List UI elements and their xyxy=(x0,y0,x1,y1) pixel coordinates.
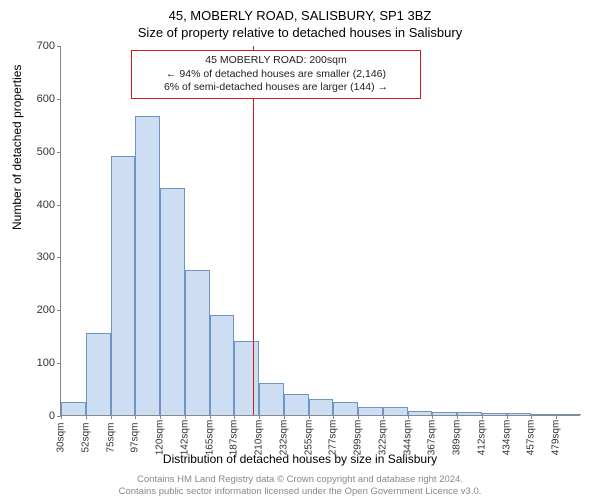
x-tick-label: 187sqm xyxy=(229,420,240,456)
x-tick-mark xyxy=(333,415,334,419)
x-tick-mark xyxy=(185,415,186,419)
x-tick-mark xyxy=(111,415,112,419)
x-tick-label: 52sqm xyxy=(80,422,91,452)
footer-attribution: Contains HM Land Registry data © Crown c… xyxy=(0,474,600,498)
histogram-bar xyxy=(61,402,86,415)
x-tick-label: 120sqm xyxy=(155,420,166,456)
property-marker-line xyxy=(253,46,254,415)
histogram-bar xyxy=(185,270,210,415)
x-tick-label: 255sqm xyxy=(303,420,314,456)
x-tick-mark xyxy=(531,415,532,419)
histogram-bar xyxy=(507,413,532,415)
x-tick-mark xyxy=(86,415,87,419)
x-tick-mark xyxy=(383,415,384,419)
y-tick-mark xyxy=(57,205,61,206)
y-tick-label: 600 xyxy=(21,93,55,105)
x-tick-mark xyxy=(234,415,235,419)
annotation-line3: 6% of semi-detached houses are larger (1… xyxy=(138,81,414,95)
y-tick-label: 500 xyxy=(21,146,55,158)
x-tick-label: 367sqm xyxy=(427,420,438,456)
x-tick-mark xyxy=(457,415,458,419)
x-tick-label: 210sqm xyxy=(254,420,265,456)
x-tick-mark xyxy=(160,415,161,419)
y-tick-mark xyxy=(57,310,61,311)
histogram-bar xyxy=(333,402,358,415)
histogram-bar xyxy=(482,413,507,415)
histogram-bar xyxy=(284,394,309,415)
y-tick-label: 100 xyxy=(21,357,55,369)
histogram-bar xyxy=(86,333,111,415)
y-tick-label: 400 xyxy=(21,199,55,211)
histogram-bar xyxy=(408,411,433,415)
histogram-bar xyxy=(234,341,259,415)
x-axis-label: Distribution of detached houses by size … xyxy=(0,452,600,466)
histogram-bar xyxy=(135,116,160,415)
annotation-line1: 45 MOBERLY ROAD: 200sqm xyxy=(138,54,414,68)
y-tick-mark xyxy=(57,257,61,258)
x-tick-mark xyxy=(61,415,62,419)
histogram-bar xyxy=(259,383,284,415)
x-tick-label: 75sqm xyxy=(105,422,116,452)
x-tick-mark xyxy=(210,415,211,419)
histogram-bar xyxy=(358,407,383,415)
x-tick-mark xyxy=(507,415,508,419)
x-tick-label: 479sqm xyxy=(551,420,562,456)
x-tick-label: 434sqm xyxy=(501,420,512,456)
histogram-bar xyxy=(111,156,136,415)
x-tick-mark xyxy=(432,415,433,419)
x-tick-mark xyxy=(309,415,310,419)
x-tick-label: 344sqm xyxy=(402,420,413,456)
y-tick-mark xyxy=(57,99,61,100)
chart-container: 45, MOBERLY ROAD, SALISBURY, SP1 3BZ Siz… xyxy=(0,0,600,500)
address-title: 45, MOBERLY ROAD, SALISBURY, SP1 3BZ xyxy=(0,0,600,23)
x-tick-label: 277sqm xyxy=(328,420,339,456)
y-tick-label: 700 xyxy=(21,40,55,52)
y-tick-label: 0 xyxy=(21,410,55,422)
x-tick-label: 142sqm xyxy=(179,420,190,456)
histogram-bar xyxy=(210,315,235,415)
x-tick-label: 165sqm xyxy=(204,420,215,456)
x-tick-mark xyxy=(408,415,409,419)
histogram-bar xyxy=(160,188,185,415)
x-tick-label: 322sqm xyxy=(377,420,388,456)
annotation-line2: ← 94% of detached houses are smaller (2,… xyxy=(138,68,414,82)
x-tick-label: 299sqm xyxy=(353,420,364,456)
x-tick-mark xyxy=(259,415,260,419)
y-tick-mark xyxy=(57,152,61,153)
histogram-bar xyxy=(556,414,581,415)
x-tick-mark xyxy=(284,415,285,419)
footer-line2: Contains public sector information licen… xyxy=(0,486,600,498)
x-tick-label: 457sqm xyxy=(526,420,537,456)
footer-line1: Contains HM Land Registry data © Crown c… xyxy=(0,474,600,486)
y-tick-label: 300 xyxy=(21,251,55,263)
y-tick-mark xyxy=(57,363,61,364)
plot-region: 010020030040050060070030sqm52sqm75sqm97s… xyxy=(60,46,580,416)
x-tick-label: 389sqm xyxy=(452,420,463,456)
x-tick-mark xyxy=(556,415,557,419)
histogram-bar xyxy=(531,414,556,415)
y-tick-label: 200 xyxy=(21,304,55,316)
histogram-bar xyxy=(309,399,334,415)
x-tick-label: 30sqm xyxy=(56,422,67,452)
x-tick-mark xyxy=(358,415,359,419)
chart-area: 010020030040050060070030sqm52sqm75sqm97s… xyxy=(60,46,580,416)
histogram-bar xyxy=(432,412,457,415)
histogram-bar xyxy=(457,412,482,415)
x-tick-mark xyxy=(482,415,483,419)
chart-subtitle: Size of property relative to detached ho… xyxy=(0,23,600,40)
y-tick-mark xyxy=(57,46,61,47)
x-tick-label: 412sqm xyxy=(476,420,487,456)
x-tick-label: 97sqm xyxy=(130,422,141,452)
x-tick-mark xyxy=(135,415,136,419)
histogram-bar xyxy=(383,407,408,415)
annotation-box: 45 MOBERLY ROAD: 200sqm← 94% of detached… xyxy=(131,50,421,99)
x-tick-label: 232sqm xyxy=(278,420,289,456)
